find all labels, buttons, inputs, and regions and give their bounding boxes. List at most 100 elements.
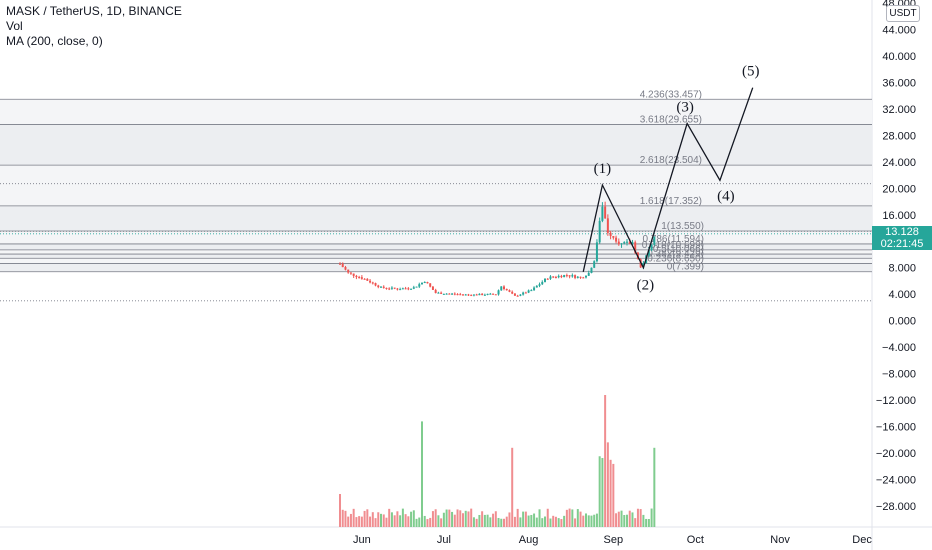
candle-body	[431, 286, 434, 290]
fib-level-label: 0(7.399)	[667, 262, 704, 273]
volume-bar	[519, 517, 522, 527]
candle-body	[349, 272, 352, 274]
candle-body	[631, 242, 634, 244]
time-axis-label: Jun	[353, 534, 371, 546]
price-axis-tick: 4.000	[888, 289, 916, 301]
volume-bar	[380, 513, 382, 527]
candle-body	[415, 286, 418, 288]
wave-label: (5)	[742, 64, 760, 80]
candle-body	[341, 263, 344, 268]
volume-bar	[360, 516, 363, 527]
volume-bar	[347, 516, 350, 527]
volume-bar	[339, 494, 341, 527]
volume-bar	[431, 511, 434, 527]
volume-bar	[650, 508, 653, 527]
volume-bar	[595, 513, 598, 527]
volume-bar	[574, 518, 577, 527]
volume-bar	[472, 517, 475, 527]
fib-band	[0, 205, 872, 232]
volume-bar	[593, 514, 596, 527]
volume-bar	[445, 509, 448, 527]
candle-body	[481, 293, 484, 296]
candle-body	[459, 294, 462, 296]
candle-body	[358, 277, 361, 279]
price-unit-button[interactable]: USDT	[886, 5, 920, 22]
candle-body	[626, 241, 628, 243]
price-axis-tick: −28.000	[876, 501, 916, 513]
candle-body	[513, 293, 516, 296]
wave-label: (1)	[594, 161, 612, 177]
candle-body	[519, 294, 522, 296]
candle-body	[407, 288, 410, 290]
volume-bar	[349, 513, 352, 527]
candle-body	[497, 290, 500, 295]
volume-bar	[399, 515, 402, 527]
candle-body	[426, 282, 429, 284]
volume-indicator-label[interactable]: Vol	[6, 19, 23, 33]
candle-body	[437, 292, 440, 294]
volume-bar	[344, 510, 347, 527]
candle-body	[399, 289, 402, 291]
volume-bar	[453, 514, 456, 527]
volume-bar	[639, 509, 642, 527]
candle-body	[478, 293, 481, 296]
candle-body	[475, 294, 478, 296]
fib-level-label: 1.618(17.352)	[640, 196, 702, 207]
candle-body	[451, 293, 454, 295]
candle-body	[615, 237, 618, 242]
candle-body	[505, 288, 508, 291]
candle-body	[554, 277, 557, 279]
price-axis-tick: 44.000	[882, 24, 916, 36]
candle-body	[620, 243, 623, 245]
volume-bar	[636, 508, 639, 527]
candle-body	[494, 294, 497, 296]
volume-bar	[355, 517, 358, 527]
fib-band	[0, 258, 872, 264]
price-axis-tick: 40.000	[882, 51, 916, 63]
candle-body	[527, 290, 530, 293]
candle-body	[442, 293, 445, 295]
time-axis-label: Dec	[852, 534, 872, 546]
volume-bar	[609, 459, 612, 527]
wave-label: (3)	[676, 99, 694, 115]
symbol-title[interactable]: MASK / TetherUS, 1D, BINANCE	[6, 4, 182, 18]
volume-bar	[511, 447, 514, 527]
volume-bar	[429, 517, 432, 527]
volume-bar	[516, 508, 519, 527]
volume-bar	[390, 512, 393, 527]
candle-body	[486, 293, 489, 295]
candle-body	[576, 276, 579, 278]
volume-bar	[503, 518, 505, 527]
volume-bar	[653, 447, 656, 527]
volume-bar	[393, 515, 396, 527]
volume-bar	[489, 517, 492, 527]
volume-bar	[410, 511, 413, 527]
candle-body	[530, 290, 533, 292]
volume-bar	[470, 508, 473, 527]
volume-bar	[412, 510, 415, 527]
candle-body	[535, 285, 538, 288]
fib-band	[0, 124, 872, 166]
volume-bar	[587, 515, 590, 527]
volume-bar	[401, 508, 404, 527]
candle-body	[418, 284, 421, 287]
candle-body	[470, 294, 473, 296]
volume-bar	[505, 516, 508, 527]
volume-bar	[456, 509, 459, 527]
price-axis-tick: 28.000	[882, 130, 916, 142]
time-axis-label: Oct	[687, 534, 704, 546]
volume-bar	[352, 508, 355, 527]
candle-body	[653, 236, 656, 245]
price-axis-tick: −24.000	[876, 475, 916, 487]
candle-body	[385, 287, 388, 289]
volume-bar	[407, 516, 410, 527]
candle-body	[546, 278, 549, 280]
volume-bar	[483, 514, 486, 527]
fib-band	[0, 254, 872, 259]
moving-average-label[interactable]: MA (200, close, 0)	[6, 34, 103, 48]
time-axis-label: Nov	[770, 534, 790, 546]
price-axis-tick: 8.000	[888, 263, 916, 275]
candle-body	[538, 284, 541, 286]
